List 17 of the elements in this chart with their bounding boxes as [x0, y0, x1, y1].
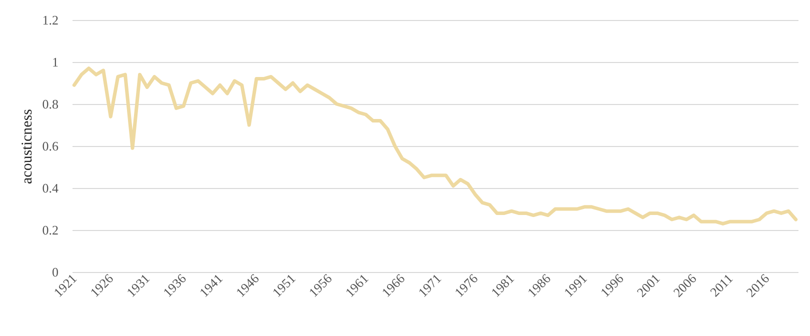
x-tick-label: 1961 — [342, 270, 372, 300]
y-tick-label: 0.4 — [42, 180, 59, 196]
line-series — [72, 66, 798, 226]
x-tick-label: 1991 — [560, 270, 590, 300]
y-tick-label: 0.6 — [42, 138, 59, 154]
x-tick-label: 1971 — [415, 270, 444, 300]
x-tick-label: 1951 — [269, 270, 298, 300]
y-tick-label: 1 — [52, 54, 58, 70]
y-axis-title: acousticness — [19, 108, 36, 184]
x-tick-label: 1981 — [488, 270, 517, 300]
x-tick-label: 1931 — [124, 270, 153, 300]
x-tick-label: 2011 — [707, 270, 736, 300]
y-tick-label: 0.8 — [42, 96, 58, 112]
x-tick-label: 1941 — [196, 270, 226, 300]
y-tick-label: 0 — [52, 264, 58, 280]
y-tick-label: 0.2 — [42, 222, 58, 238]
y-tick-label: 1.2 — [42, 12, 58, 28]
